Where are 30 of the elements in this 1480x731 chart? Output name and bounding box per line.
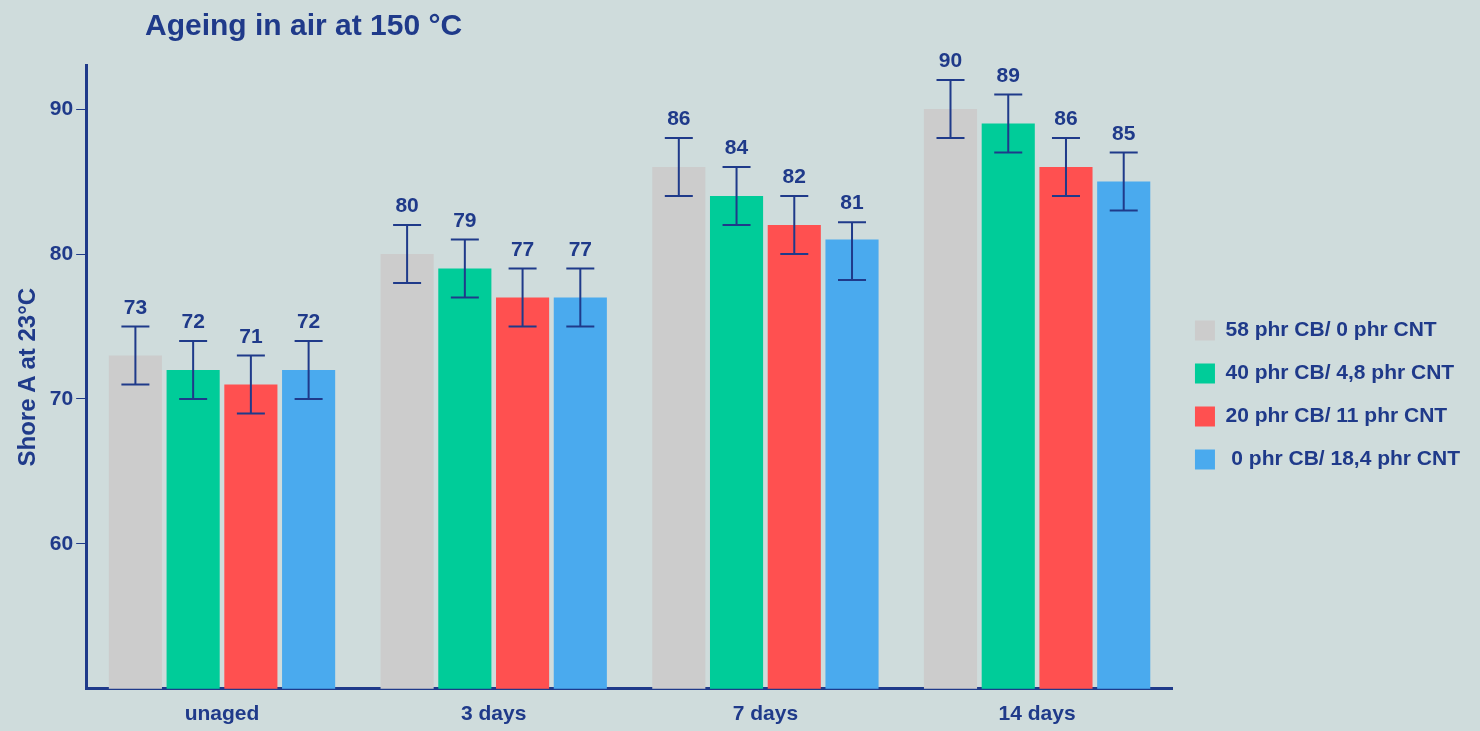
legend-label: 58 phr CB/ 0 phr CNT — [1225, 317, 1437, 341]
data-label: 81 — [840, 190, 865, 214]
y-axis-title: Shore A at 23°C — [13, 287, 41, 467]
y-tick-label: 70 — [49, 385, 74, 409]
data-label: 85 — [1112, 120, 1136, 144]
data-label: 72 — [181, 309, 205, 333]
data-label: 71 — [239, 323, 263, 347]
data-label: 80 — [395, 193, 419, 217]
legend-label: 40 phr CB/ 4,8 phr CNT — [1225, 360, 1455, 384]
x-tick-label: unaged — [184, 701, 260, 725]
data-label: 72 — [296, 309, 321, 333]
y-tick-label: 60 — [49, 530, 74, 554]
data-label: 77 — [568, 236, 592, 260]
data-label: 86 — [667, 106, 691, 130]
legend-label: 20 phr CB/ 11 phr CNT — [1225, 403, 1448, 427]
data-label: 89 — [996, 62, 1020, 86]
data-label: 79 — [453, 207, 477, 231]
chart-title: Ageing in air at 150 °C — [145, 8, 463, 42]
x-tick-label: 14 days — [998, 701, 1076, 725]
legend-label: 0 phr CB/ 18,4 phr CNT — [1225, 446, 1461, 470]
x-tick-label: 3 days — [461, 701, 527, 725]
data-label: 73 — [123, 294, 148, 318]
data-label: 84 — [724, 135, 749, 159]
x-tick-label: 7 days — [732, 701, 799, 725]
y-tick-label: 80 — [49, 240, 74, 264]
data-label: 82 — [782, 164, 806, 188]
y-tick-label: 90 — [49, 95, 74, 119]
data-label: 90 — [938, 48, 963, 72]
data-label: 77 — [510, 236, 535, 260]
data-label: 86 — [1054, 106, 1078, 130]
